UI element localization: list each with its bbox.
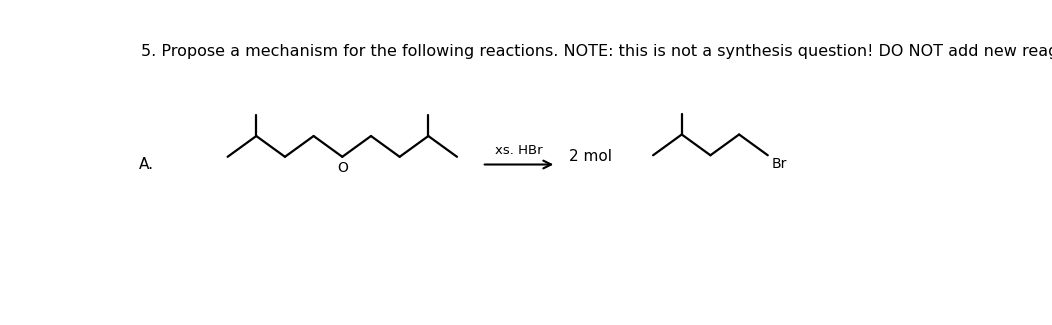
Text: Br: Br [772,157,787,171]
Text: 2 mol: 2 mol [569,149,612,164]
Text: O: O [337,162,348,176]
Text: xs. HBr: xs. HBr [495,144,543,157]
Text: 5. Propose a mechanism for the following reactions. NOTE: this is not a synthesi: 5. Propose a mechanism for the following… [141,45,1052,59]
Text: A.: A. [139,157,155,172]
